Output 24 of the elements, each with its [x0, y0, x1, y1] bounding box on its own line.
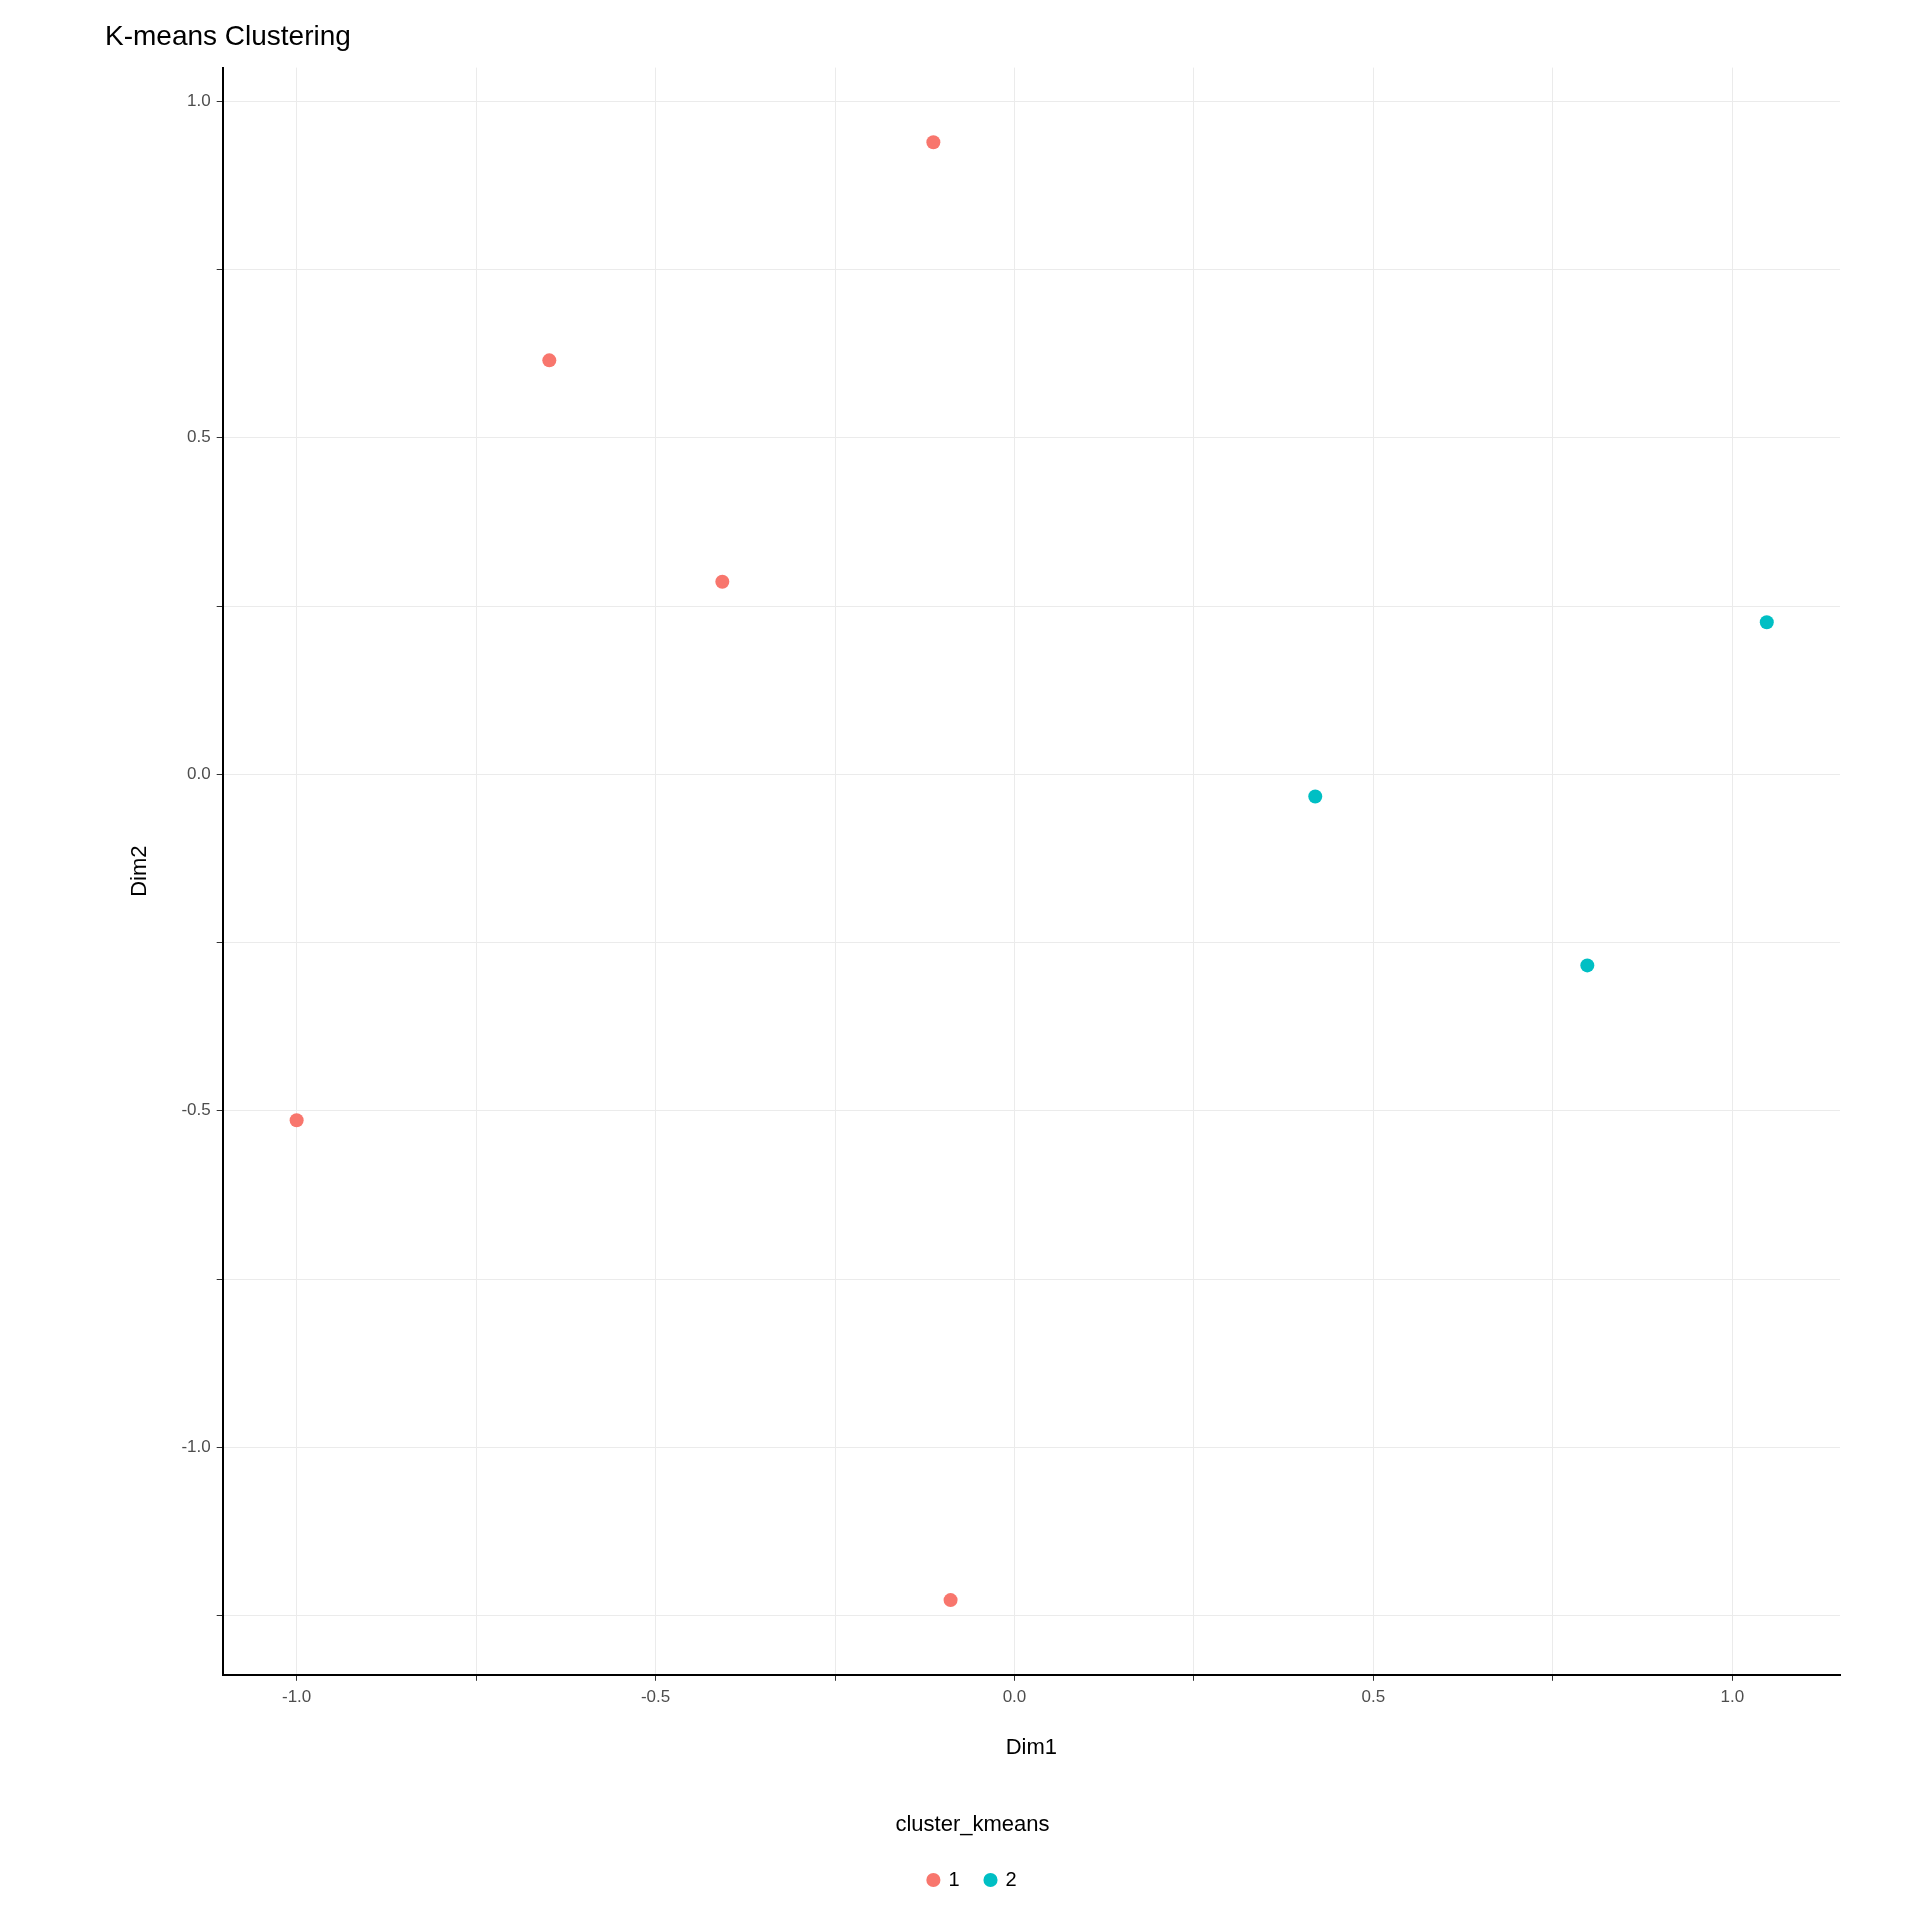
point [289, 1113, 304, 1128]
y-tick-label: -0.5 [181, 1100, 211, 1120]
legend-label: 2 [1005, 1867, 1017, 1890]
point [943, 1593, 958, 1608]
x-tick-label: 0.5 [1361, 1686, 1386, 1706]
x-tick-label: -1.0 [281, 1686, 312, 1706]
y-tick-label: 0.5 [187, 427, 211, 447]
legend-title: cluster_kmeans [895, 1810, 1050, 1836]
x-tick-label: 0.0 [1002, 1686, 1027, 1706]
point [1308, 789, 1323, 804]
x-tick-label: -0.5 [640, 1686, 671, 1706]
y-axis-title: Dim2 [126, 845, 152, 897]
point [1759, 615, 1774, 630]
y-tick-label: 1.0 [187, 90, 211, 110]
point [1580, 958, 1595, 973]
point [926, 135, 941, 150]
y-tick-label: -1.0 [181, 1437, 211, 1456]
legend-label: 1 [948, 1867, 960, 1890]
chart-title: K-means Clustering [105, 19, 351, 51]
point [542, 353, 557, 368]
x-tick-label: 1.0 [1720, 1686, 1745, 1706]
x-axis-title: Dim1 [1005, 1734, 1058, 1760]
point [715, 574, 730, 589]
y-tick-label: 0.0 [187, 763, 211, 783]
